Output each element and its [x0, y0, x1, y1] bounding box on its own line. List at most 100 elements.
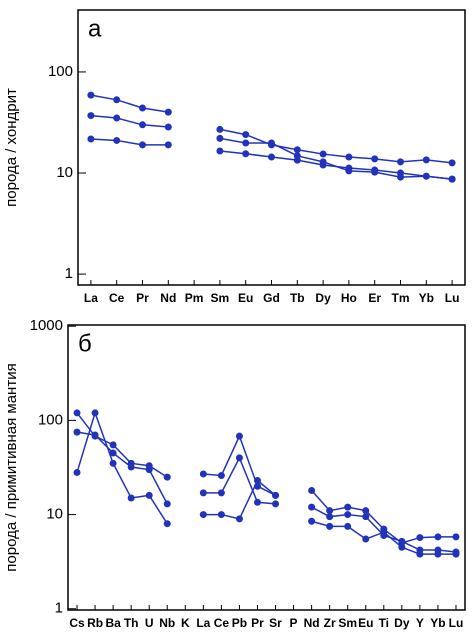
data-point [127, 494, 135, 502]
x-tick-label: Yb [419, 291, 434, 305]
data-point [448, 175, 456, 183]
data-point [199, 511, 207, 519]
data-point [242, 139, 250, 147]
x-tick-label: Pr [251, 616, 264, 630]
x-tick-label: Eu [358, 616, 373, 630]
data-point [139, 104, 146, 112]
data-point [452, 550, 460, 558]
x-tick-label: Dy [394, 616, 410, 630]
data-point [308, 487, 316, 495]
data-point [422, 156, 430, 164]
series-line [76, 412, 168, 478]
series-line [219, 137, 453, 180]
data-point [308, 517, 316, 525]
data-point [113, 96, 121, 104]
data-point [272, 491, 280, 499]
data-point [235, 454, 243, 462]
data-point [345, 153, 353, 161]
data-point [253, 498, 261, 506]
x-tick-label: Pb [232, 616, 247, 630]
x-tick-label: Zr [324, 616, 336, 630]
x-tick-label: Nd [304, 616, 320, 630]
data-point [73, 409, 81, 417]
data-point [91, 431, 99, 439]
data-point [308, 503, 316, 511]
data-point [73, 468, 81, 476]
data-point [434, 550, 442, 558]
x-tick-label: U [145, 616, 154, 630]
data-point [113, 114, 121, 122]
series-line [203, 456, 276, 505]
data-point [422, 172, 430, 180]
data-point [127, 463, 135, 471]
data-point [216, 134, 224, 142]
data-point [235, 515, 243, 523]
y-tick-label: 1000 [30, 317, 63, 334]
series-line [203, 479, 276, 520]
data-point [293, 156, 301, 164]
data-point [109, 441, 117, 449]
x-tick-label: La [196, 616, 210, 630]
x-tick-label: Pm [185, 291, 204, 305]
x-tick-label: Sm [338, 616, 357, 630]
data-point [371, 166, 379, 174]
x-tick-label: Th [124, 616, 139, 630]
data-point [397, 158, 404, 166]
data-point [452, 533, 460, 541]
data-point [87, 112, 95, 120]
data-point [216, 147, 224, 155]
data-point [139, 121, 146, 129]
data-point [164, 108, 172, 116]
data-point [416, 534, 424, 542]
data-point [326, 507, 334, 515]
x-tick-label: Er [368, 291, 381, 305]
data-point [145, 466, 153, 474]
y-tick-label: 1 [55, 600, 63, 617]
data-point [164, 141, 172, 149]
y-tick-label: 100 [38, 411, 63, 428]
data-point [109, 449, 117, 457]
data-point [109, 459, 117, 467]
x-tick-label: Cs [69, 616, 85, 630]
data-point [217, 511, 225, 519]
data-point [416, 550, 424, 558]
data-point [268, 139, 275, 147]
x-tick-label: Dy [315, 291, 331, 305]
data-point [199, 470, 207, 478]
data-point [163, 500, 171, 508]
plot-frame [67, 324, 466, 611]
data-point [344, 503, 352, 511]
series-line [219, 150, 453, 180]
data-point [87, 135, 95, 143]
x-tick-label: Nb [159, 616, 175, 630]
x-tick-label: La [84, 291, 98, 305]
series-line [90, 94, 169, 113]
panel-label: а [88, 15, 102, 42]
data-point [293, 146, 301, 154]
data-point [319, 161, 327, 169]
data-point [139, 141, 146, 149]
data-point [73, 428, 81, 436]
data-point [345, 164, 353, 172]
data-point [344, 511, 352, 519]
data-point [434, 533, 442, 541]
x-tick-label: Y [416, 616, 424, 630]
data-point [253, 477, 261, 485]
x-tick-label: Tm [392, 291, 410, 305]
x-tick-label: Ho [341, 291, 357, 305]
data-point [217, 471, 225, 479]
panel-label: б [78, 330, 92, 357]
data-point [326, 513, 334, 521]
x-tick-label: Ce [214, 616, 230, 630]
data-point [362, 507, 370, 515]
x-tick-label: Lu [445, 291, 460, 305]
data-point [87, 91, 95, 99]
data-point [344, 522, 352, 530]
series-line [76, 410, 168, 525]
x-tick-label: Sm [211, 291, 230, 305]
data-point [242, 131, 250, 139]
x-tick-label: Tb [290, 291, 305, 305]
x-tick-label: Ba [105, 616, 121, 630]
data-point [272, 500, 280, 508]
